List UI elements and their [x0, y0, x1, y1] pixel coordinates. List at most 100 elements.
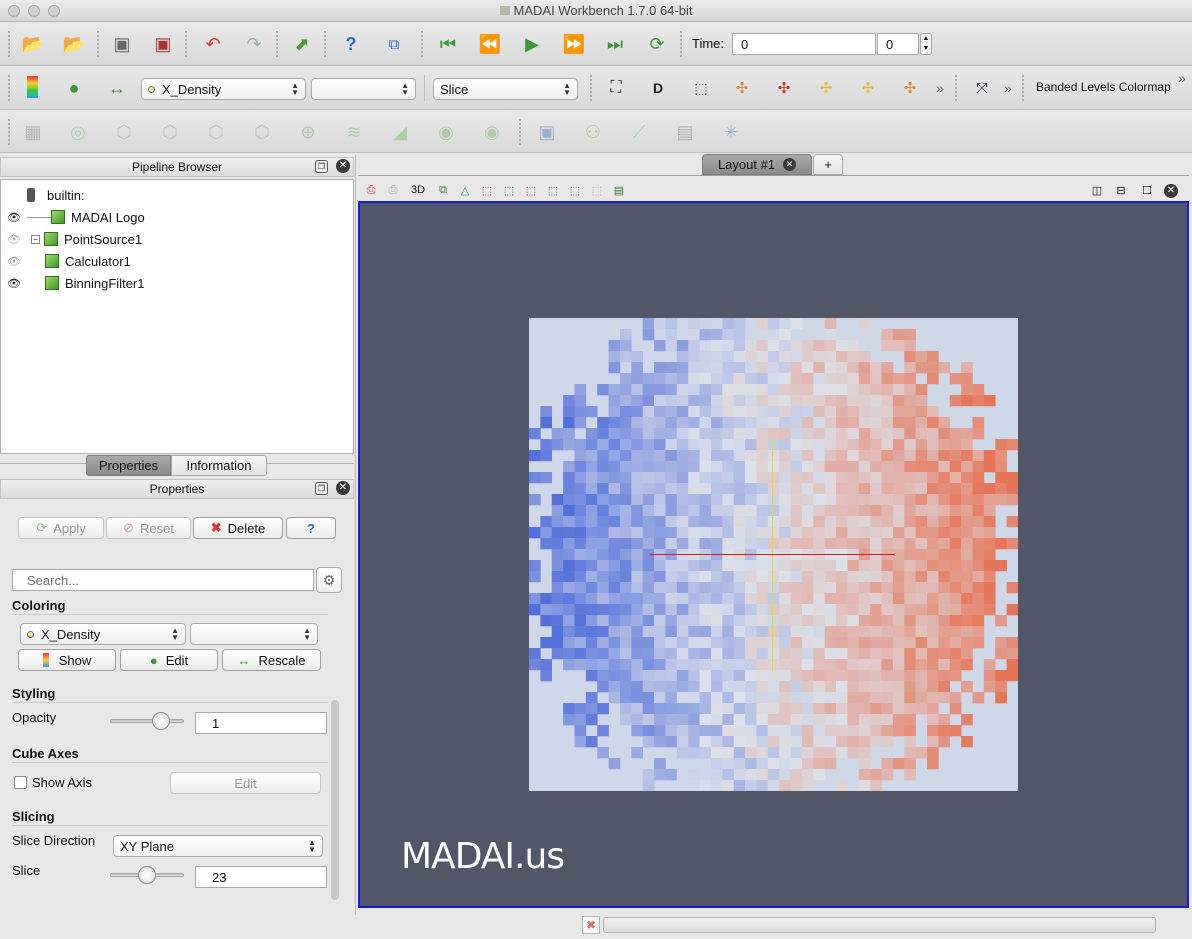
pick-center-icon[interactable]: ⧉ [388, 35, 400, 53]
pipeline-root[interactable]: builtin: [27, 184, 85, 206]
slider-knob[interactable] [152, 712, 170, 730]
camera-undo-icon[interactable]: ⧉ [439, 183, 447, 196]
close-view-icon[interactable]: ✕ [1164, 184, 1178, 198]
opacity-input[interactable]: 1 [195, 712, 327, 734]
zoom-to-box-icon[interactable]: ⬚ [694, 80, 708, 96]
toolbar-grip[interactable] [8, 119, 12, 145]
representation-select[interactable]: Slice ▲ ▼ [433, 78, 578, 100]
undock-icon[interactable]: ❐ [315, 160, 328, 173]
pipeline-item[interactable]: 👁 − PointSource1 [7, 228, 142, 250]
center-axes-icon[interactable]: ⤧ [975, 79, 988, 97]
color-array-select[interactable]: X_Density ▲ ▼ [141, 78, 306, 100]
slice-slider[interactable] [110, 866, 184, 884]
time-index-input[interactable]: 0 [877, 33, 919, 55]
toolbar-grip[interactable] [519, 119, 523, 145]
slice-filter-icon[interactable]: ⬡ [162, 122, 178, 142]
open-file-icon[interactable]: 📂 [21, 34, 45, 54]
eye-hidden-icon[interactable]: 👁 [7, 255, 21, 268]
toolbar-grip[interactable] [324, 31, 328, 57]
panel-splitter[interactable] [355, 155, 356, 915]
toolbar-grip[interactable] [421, 31, 425, 57]
delete-button[interactable]: ✖ Delete [193, 517, 283, 539]
contour-filter-icon[interactable]: ◎ [70, 122, 86, 142]
interactive-select-icon[interactable]: ⬚ [547, 184, 559, 197]
tab-properties[interactable]: Properties [86, 455, 171, 476]
toolbar-grip[interactable] [185, 31, 189, 57]
view-plus-x-icon[interactable]: ✣ [735, 79, 749, 97]
clip-filter-icon[interactable]: ⬡ [116, 122, 132, 142]
eye-visible-icon[interactable]: 👁 [7, 211, 21, 224]
split-horizontal-icon[interactable]: ◫ [1091, 184, 1103, 197]
close-window-button[interactable] [8, 5, 20, 17]
redo-icon[interactable]: ↷ [246, 34, 262, 54]
extract-subset-filter-icon[interactable]: ⬡ [254, 122, 270, 142]
threshold-filter-icon[interactable]: ⬡ [208, 122, 224, 142]
reset-button[interactable]: ⊘ Reset [106, 517, 191, 539]
loop-icon[interactable]: ⟳ [649, 34, 665, 54]
coloring-array-select[interactable]: X_Density ▲ ▼ [20, 623, 186, 645]
select-cells-frustum-icon[interactable]: ⬚ [481, 184, 493, 197]
previous-frame-icon[interactable]: ⏪ [478, 34, 502, 54]
last-frame-icon[interactable]: ⏭ [606, 34, 624, 54]
select-block-icon[interactable]: ⬚ [525, 184, 537, 197]
edit-colormap-button[interactable]: ● Edit [120, 649, 218, 671]
eye-hidden-icon[interactable]: 👁 [7, 233, 21, 246]
tab-information[interactable]: Information [171, 455, 267, 476]
properties-scrollbar[interactable] [331, 700, 339, 900]
undock-icon[interactable]: ❐ [315, 482, 328, 495]
edit-colormap-icon[interactable]: ● [68, 78, 80, 98]
slice-input[interactable]: 23 [195, 866, 327, 888]
time-input[interactable]: 0 [732, 33, 876, 55]
toolbar-grip[interactable] [680, 31, 684, 57]
color-component-select[interactable]: ▲ ▼ [311, 78, 416, 100]
time-index-stepper[interactable]: ▲ ▼ [920, 33, 932, 55]
toolbar-overflow-icon[interactable]: » [936, 80, 944, 96]
opacity-slider[interactable] [110, 712, 184, 730]
next-frame-icon[interactable]: ⏩ [562, 34, 586, 54]
pipeline-tree[interactable]: builtin: 👁 MADAI Logo 👁 − PointSource1 👁… [0, 179, 354, 454]
probe-icon[interactable]: ✳ [723, 122, 739, 142]
advanced-settings-gear-icon[interactable]: ⚙ [316, 567, 342, 593]
view-plus-z-icon[interactable]: ✣ [903, 79, 917, 97]
capture-screenshot-icon[interactable]: ⎙ [366, 183, 376, 196]
toolbar-overflow-icon[interactable]: » [1004, 80, 1012, 96]
rescale-range-icon[interactable]: ↔ [108, 78, 126, 98]
slice-direction-select[interactable]: XY Plane ▲ ▼ [113, 835, 323, 857]
group-filter-icon[interactable]: ◉ [438, 122, 454, 142]
toolbar-grip[interactable] [1022, 75, 1026, 101]
toolbar-overflow-icon[interactable]: » [1178, 70, 1186, 86]
split-vertical-icon[interactable]: ⊟ [1116, 184, 1126, 197]
extract-level-filter-icon[interactable]: ◉ [484, 122, 500, 142]
select-cells-icon[interactable]: ▣ [538, 122, 556, 142]
toolbar-grip[interactable] [97, 31, 101, 57]
disconnect-icon[interactable]: ▣ [154, 34, 172, 54]
color-legend-icon[interactable] [27, 76, 38, 98]
stream-tracer-filter-icon[interactable]: ≋ [346, 122, 362, 142]
slider-knob[interactable] [138, 866, 156, 884]
search-input[interactable] [12, 569, 314, 591]
toolbar-grip[interactable] [8, 31, 12, 57]
spreadsheet-view-icon[interactable]: ▤ [613, 184, 625, 197]
rescale-button[interactable]: ↔ Rescale [222, 649, 321, 671]
show-axis-checkbox[interactable] [14, 776, 27, 789]
clear-selection-icon[interactable]: ⬚ [591, 184, 603, 197]
first-frame-icon[interactable]: ⏮ [439, 34, 457, 54]
glyph-filter-icon[interactable]: ⊕ [300, 122, 316, 142]
close-tab-icon[interactable]: ✕ [783, 158, 797, 171]
pipeline-item[interactable]: 👁 BinningFilter1 [7, 272, 144, 294]
undo-icon[interactable]: ↶ [205, 34, 221, 54]
plot-over-line-icon[interactable]: ⟋ [632, 122, 646, 142]
toolbar-grip[interactable] [276, 31, 280, 57]
connect-icon[interactable]: ▣ [113, 34, 131, 54]
view-minus-y-icon[interactable]: ✣ [861, 79, 875, 97]
toolbar-grip[interactable] [955, 75, 959, 101]
eye-visible-icon[interactable]: 👁 [7, 277, 21, 290]
pipeline-item[interactable]: 👁 Calculator1 [7, 250, 131, 272]
add-layout-tab-button[interactable]: + [813, 154, 843, 175]
pipeline-item[interactable]: 👁 MADAI Logo [7, 206, 145, 228]
histogram-icon[interactable]: ▤ [676, 122, 694, 142]
zoom-window-button[interactable] [48, 5, 60, 17]
close-panel-icon[interactable]: ✕ [336, 159, 350, 173]
play-icon[interactable]: ▶ [525, 34, 539, 54]
toolbar-grip[interactable] [590, 75, 594, 101]
